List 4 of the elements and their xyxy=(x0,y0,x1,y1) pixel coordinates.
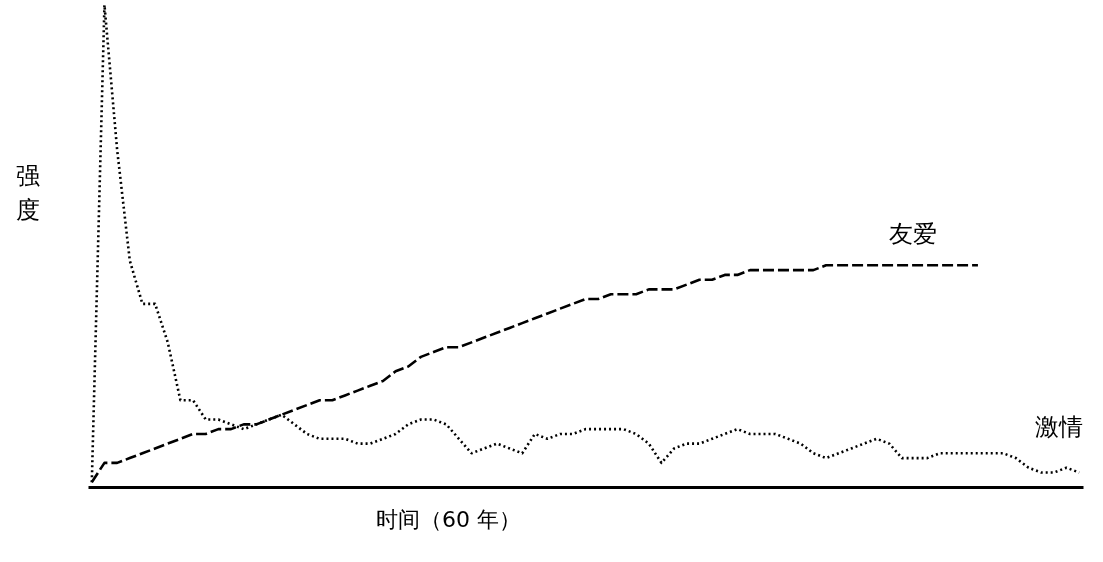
series-label: 友爱 xyxy=(888,220,937,249)
x-axis-title: 时间（60 年） xyxy=(376,506,521,532)
y-axis-title: 强度 xyxy=(16,162,40,224)
series-label: 激情 xyxy=(1035,412,1084,441)
